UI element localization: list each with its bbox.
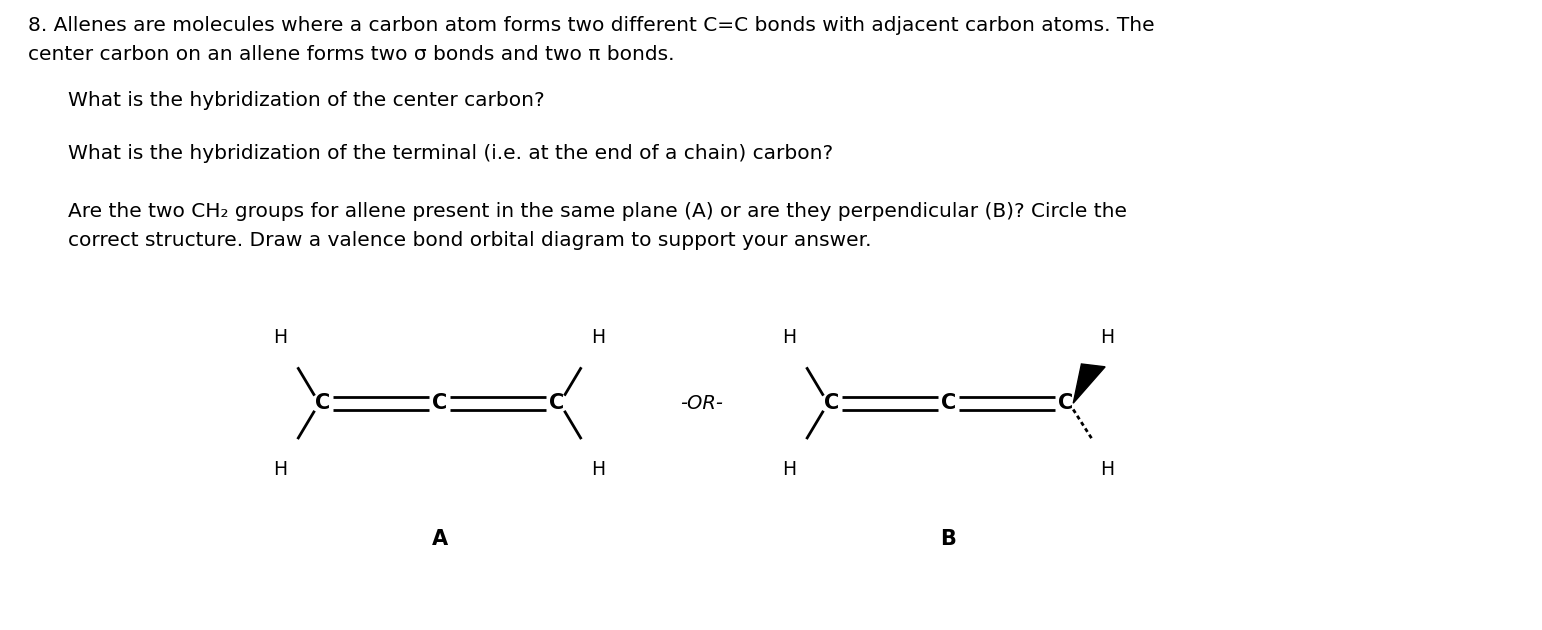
Text: H: H [591,328,606,347]
Text: center carbon on an allene forms two σ bonds and two π bonds.: center carbon on an allene forms two σ b… [28,45,674,64]
Text: C: C [941,393,956,413]
Text: H: H [273,328,288,347]
Text: H: H [273,460,288,479]
Text: C: C [823,393,839,413]
Text: H: H [1099,328,1115,347]
Text: correct structure. Draw a valence bond orbital diagram to support your answer.: correct structure. Draw a valence bond o… [68,231,871,250]
Text: Are the two CH₂ groups for allene present in the same plane (A) or are they perp: Are the two CH₂ groups for allene presen… [68,202,1127,220]
Text: H: H [782,460,797,479]
Text: What is the hybridization of the center carbon?: What is the hybridization of the center … [68,91,544,110]
Text: What is the hybridization of the terminal (i.e. at the end of a chain) carbon?: What is the hybridization of the termina… [68,144,833,163]
Text: C: C [1058,393,1073,413]
Text: -OR-: -OR- [680,394,723,413]
Text: H: H [1099,460,1115,479]
Polygon shape [1073,364,1106,403]
Text: C: C [549,393,564,413]
Text: C: C [432,393,447,413]
Text: B: B [941,529,956,549]
Text: H: H [782,328,797,347]
Text: 8. Allenes are molecules where a carbon atom forms two different C=C bonds with : 8. Allenes are molecules where a carbon … [28,16,1155,35]
Text: H: H [591,460,606,479]
Text: A: A [432,529,447,549]
Text: C: C [315,393,330,413]
